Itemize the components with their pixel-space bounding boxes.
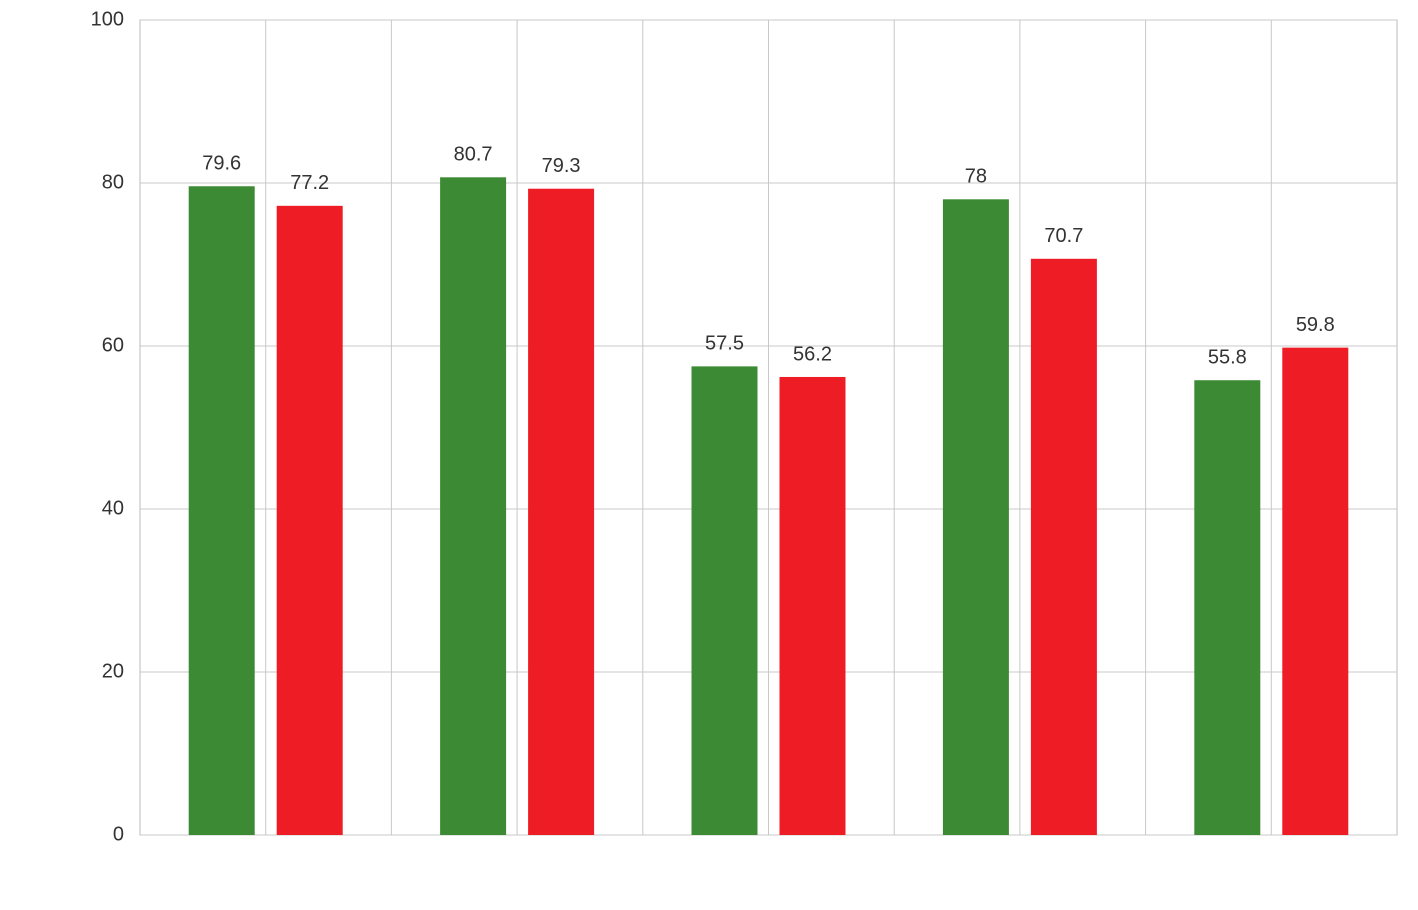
y-tick-label: 60 bbox=[102, 334, 124, 356]
y-tick-label: 80 bbox=[102, 171, 124, 193]
chart: % 02040608010079.677.280.779.357.556.278… bbox=[0, 0, 1418, 910]
y-tick-label: 40 bbox=[102, 497, 124, 519]
bar bbox=[779, 377, 845, 835]
y-tick-label: 0 bbox=[113, 823, 124, 845]
value-label: 80.7 bbox=[454, 144, 493, 166]
value-label: 77.2 bbox=[290, 172, 329, 194]
bar bbox=[189, 186, 255, 835]
y-tick-label: 20 bbox=[102, 660, 124, 682]
value-label: 70.7 bbox=[1044, 225, 1083, 247]
bar bbox=[943, 199, 1009, 835]
bar bbox=[440, 177, 506, 835]
bar bbox=[1194, 380, 1260, 835]
value-label: 57.5 bbox=[705, 333, 744, 355]
value-label: 56.2 bbox=[793, 343, 832, 365]
bar bbox=[528, 189, 594, 835]
bar bbox=[1031, 259, 1097, 835]
value-label: 59.8 bbox=[1296, 314, 1335, 336]
value-label: 78 bbox=[965, 166, 987, 188]
bar bbox=[1282, 348, 1348, 835]
bar bbox=[692, 366, 758, 835]
value-label: 79.3 bbox=[542, 155, 581, 177]
y-tick-label: 100 bbox=[91, 8, 124, 30]
value-label: 55.8 bbox=[1208, 347, 1247, 369]
page: {"chart_data": {"type": "bar", "y_label"… bbox=[0, 0, 1418, 910]
bar bbox=[277, 206, 343, 835]
value-label: 79.6 bbox=[202, 153, 241, 175]
